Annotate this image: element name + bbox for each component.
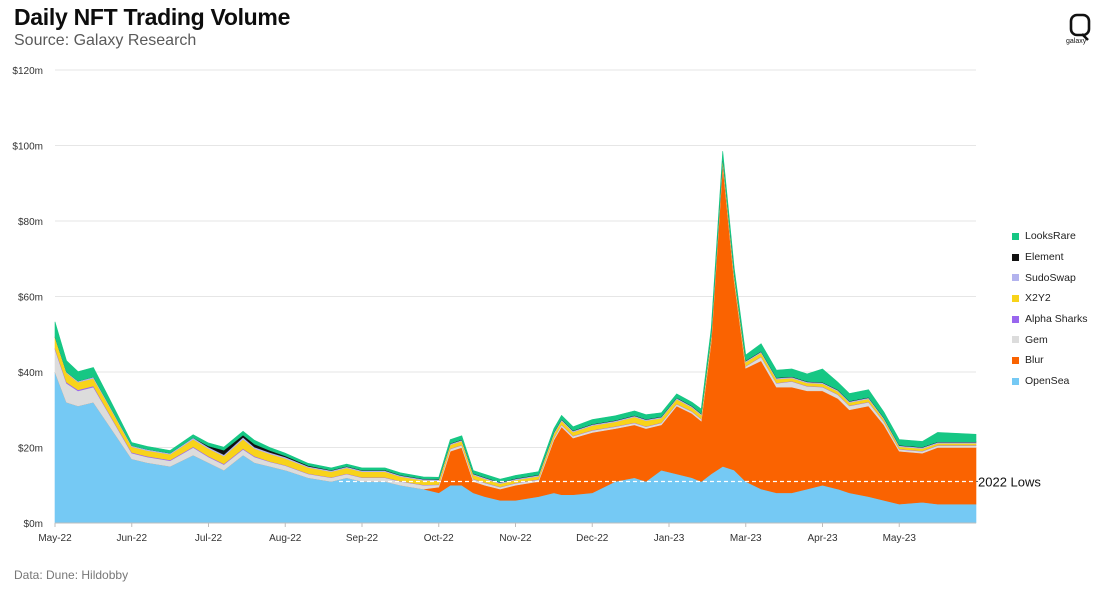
legend-swatch-looksrare — [1012, 232, 1019, 240]
x-tick-label: Jan-23 — [654, 533, 685, 544]
legend-item-looksrare: LooksRare — [1012, 226, 1087, 247]
legend-item-blur: Blur — [1012, 350, 1087, 371]
legend-item-gem: Gem — [1012, 329, 1087, 350]
legend-label: Alpha Sharks — [1025, 313, 1088, 326]
y-tick-label: $60m — [18, 293, 43, 304]
chart-title: Daily NFT Trading Volume — [14, 4, 291, 30]
x-tick-label: Jul-22 — [195, 533, 223, 544]
chart-legend: LooksRare Element SudoSwap X2Y2 Alpha Sharks… — [1012, 226, 1087, 392]
legend-swatch-blur — [1012, 356, 1019, 364]
legend-label: Blur — [1025, 354, 1044, 367]
series-area-looksrare — [54, 151, 977, 483]
legend-swatch-x2y2 — [1012, 294, 1019, 302]
chart-subtitle: Source: Galaxy Research — [14, 32, 197, 49]
annotation-label-2022-lows: 2022 Lows — [978, 474, 1041, 489]
y-tick-label: $80m — [18, 217, 43, 228]
x-tick-label: Oct-22 — [424, 533, 454, 544]
legend-label: Element — [1025, 251, 1064, 264]
galaxy-logo-icon — [1069, 13, 1091, 41]
y-tick-label: $40m — [18, 368, 43, 379]
x-tick-label: Nov-22 — [499, 533, 532, 544]
legend-item-x2y2: X2Y2 — [1012, 288, 1087, 309]
annotations: 2022 Lows — [338, 474, 1041, 489]
series-areas — [54, 151, 977, 524]
y-tick-label: $0m — [24, 519, 43, 530]
y-tick-label: $100m — [12, 142, 43, 153]
legend-item-opensea: OpenSea — [1012, 371, 1087, 392]
x-tick-label: Sep-22 — [346, 533, 379, 544]
legend-swatch-alpha-sharks — [1012, 315, 1019, 323]
legend-label: LooksRare — [1025, 230, 1076, 243]
y-tick-label: $120m — [12, 66, 43, 77]
legend-swatch-gem — [1012, 336, 1019, 344]
legend-item-element: Element — [1012, 247, 1087, 268]
x-tick-label: May-22 — [38, 533, 72, 544]
galaxy-logo-text: galaxy — [1066, 38, 1087, 45]
y-tick-label: $20m — [18, 444, 43, 455]
legend-swatch-opensea — [1012, 377, 1019, 385]
legend-item-sudoswap: SudoSwap — [1012, 267, 1087, 288]
legend-label: X2Y2 — [1025, 292, 1051, 305]
legend-label: SudoSwap — [1025, 271, 1076, 284]
x-tick-label: Dec-22 — [576, 533, 609, 544]
legend-item-alpha-sharks: Alpha Sharks — [1012, 309, 1087, 330]
legend-swatch-sudoswap — [1012, 274, 1019, 282]
gridlines — [55, 69, 976, 448]
legend-label: OpenSea — [1025, 375, 1070, 388]
data-source-note: Data: Dune: Hildobby — [14, 568, 129, 582]
legend-swatch-element — [1012, 253, 1019, 261]
x-tick-label: Mar-23 — [730, 533, 762, 544]
axes: $0m $20m $40m $60m $80m $100m $120m May-22 Jun-2… — [12, 66, 976, 544]
x-tick-label: Apr-23 — [807, 533, 837, 544]
legend-label: Gem — [1025, 333, 1048, 346]
x-tick-label: Jun-22 — [116, 533, 147, 544]
x-tick-label: May-23 — [883, 533, 917, 544]
x-tick-label: Aug-22 — [269, 533, 302, 544]
